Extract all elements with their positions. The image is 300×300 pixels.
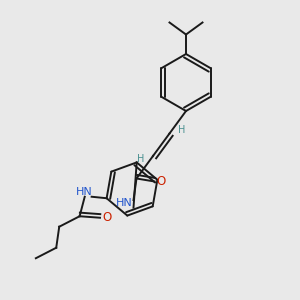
Text: H: H [137,154,145,164]
Text: O: O [102,211,111,224]
Text: HN: HN [76,187,93,197]
Text: H: H [178,125,185,136]
Text: HN: HN [116,198,133,208]
Text: O: O [157,175,166,188]
